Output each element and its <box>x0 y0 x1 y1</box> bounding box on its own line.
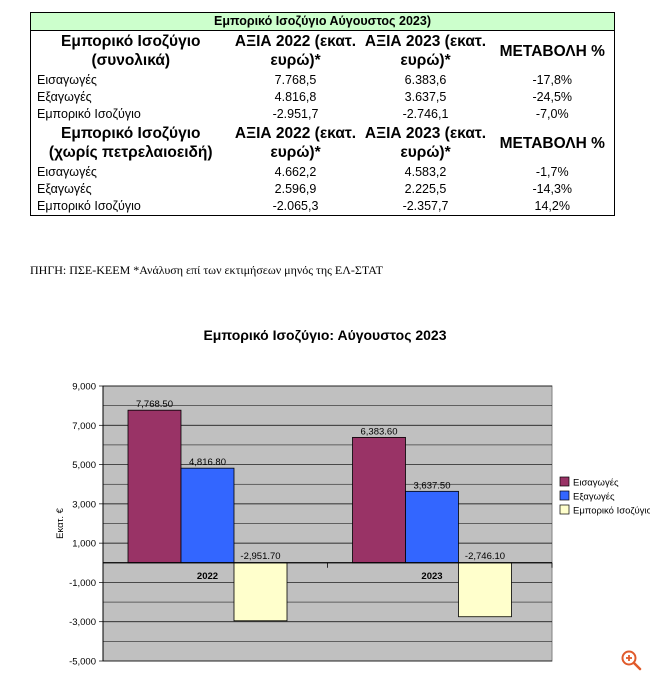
cell-value-2022: -2.951,7 <box>272 107 319 121</box>
data-label: -2,951.70 <box>240 551 280 562</box>
cell-value-2022: -2.065,3 <box>272 199 319 213</box>
bar <box>352 436 406 564</box>
header-value-2023: ΑΞΙΑ 2023 (εκατ. ευρώ)* <box>364 33 487 69</box>
x-tick-label: 2023 <box>421 571 442 582</box>
cell-value-2023: 4.583,2 <box>404 165 447 179</box>
y-tick-label: 9,000 <box>72 382 96 393</box>
row-label: Εμπορικό Ισοζύγιο <box>37 199 141 213</box>
y-tick-label: 1,000 <box>72 539 96 550</box>
row-label: Εισαγωγές <box>37 73 97 87</box>
header-category: Εμπορικό Ισοζύγιο (χωρίς πετρελαιοειδή) <box>48 125 213 161</box>
legend-swatch <box>559 490 570 501</box>
cell-value-2022: 4.816,8 <box>274 90 317 104</box>
bar <box>180 467 235 564</box>
cell-value-2022: 7.768,5 <box>274 73 317 87</box>
data-label: 6,383.60 <box>361 426 398 437</box>
header-change: ΜΕΤΑΒΟΛΗ % <box>499 134 605 152</box>
bar <box>458 562 512 618</box>
row-label: Εισαγωγές <box>37 165 97 179</box>
x-tick-label: 2022 <box>197 571 218 582</box>
y-tick-label: 7,000 <box>72 421 96 432</box>
header-value-2023: ΑΞΙΑ 2023 (εκατ. ευρώ)* <box>364 125 487 161</box>
cell-value-2023: 2.225,5 <box>404 182 447 196</box>
source-note: ΠΗΓΗ: ΠΣΕ-ΚΕΕΜ *Ανάλυση επί των εκτιμήσε… <box>30 263 383 277</box>
data-label: 3,637.50 <box>414 480 451 491</box>
y-axis-label: Εκατ. € <box>55 507 66 538</box>
trade-balance-table: Εμπορικό Ισοζύγιο Αύγουστος 2023) Εμπορι… <box>30 12 615 216</box>
legend-label: Εμπορικό Ισοζύγιο <box>573 506 650 517</box>
legend-label: Εισαγωγές <box>573 478 619 489</box>
zoom-in-icon[interactable] <box>620 649 642 671</box>
cell-value-2023: -2.357,7 <box>402 199 449 213</box>
cell-value-2023: -2.746,1 <box>402 107 449 121</box>
y-tick-label: 5,000 <box>72 460 96 471</box>
cell-change: 14,2% <box>534 199 570 213</box>
table-row: Εμπορικό Ισοζύγιο -2.951,7 -2.746,1 -7,0… <box>31 106 615 123</box>
legend-swatch <box>559 504 570 515</box>
cell-value-2022: 2.596,9 <box>274 182 317 196</box>
trade-balance-table-wrapper: Εμπορικό Ισοζύγιο Αύγουστος 2023) Εμπορι… <box>30 12 615 216</box>
header-category: Εμπορικό Ισοζύγιο (συνολικά) <box>61 33 201 69</box>
row-label: Εμπορικό Ισοζύγιο <box>37 107 141 121</box>
legend-swatch <box>559 476 570 487</box>
bar <box>127 409 182 564</box>
table-row: Εξαγωγές 4.816,8 3.637,5 -24,5% <box>31 89 615 106</box>
cell-change: -14,3% <box>532 182 573 196</box>
table-row: Εμπορικό Ισοζύγιο -2.065,3 -2.357,7 14,2… <box>31 198 615 216</box>
chart-title: Εμπορικό Ισοζύγιο: Αύγουστος 2023 <box>203 327 447 343</box>
row-label: Εξαγωγές <box>37 182 92 196</box>
y-tick-label: -5,000 <box>69 657 96 668</box>
table-row: Εξαγωγές 2.596,9 2.225,5 -14,3% <box>31 181 615 198</box>
table-title: Εμπορικό Ισοζύγιο Αύγουστος 2023) <box>30 12 615 31</box>
cell-change: -1,7% <box>535 165 569 179</box>
table-row: Εισαγωγές 7.768,5 6.383,6 -17,8% <box>31 72 615 89</box>
cell-value-2023: 3.637,5 <box>404 90 447 104</box>
header-value-2022: ΑΞΙΑ 2022 (εκατ. ευρώ)* <box>234 125 357 161</box>
header-change: ΜΕΤΑΒΟΛΗ % <box>499 42 605 60</box>
cell-value-2023: 6.383,6 <box>404 73 447 87</box>
cell-change: -17,8% <box>532 73 573 87</box>
bar <box>405 490 459 564</box>
cell-change: -24,5% <box>532 90 573 104</box>
data-label: 7,768.50 <box>136 399 173 410</box>
header-value-2022: ΑΞΙΑ 2022 (εκατ. ευρώ)* <box>234 33 357 69</box>
table-row: Εισαγωγές 4.662,2 4.583,2 -1,7% <box>31 164 615 181</box>
section2-header-row: Εμπορικό Ισοζύγιο (χωρίς πετρελαιοειδή) … <box>31 123 615 164</box>
cell-value-2022: 4.662,2 <box>274 165 317 179</box>
cell-change: -7,0% <box>535 107 569 121</box>
row-label: Εξαγωγές <box>37 90 92 104</box>
y-tick-label: -1,000 <box>69 578 96 589</box>
data-label: 4,816.80 <box>189 457 226 468</box>
data-label: -2,746.10 <box>465 551 505 562</box>
legend-label: Εξαγωγές <box>573 492 615 503</box>
y-tick-label: -3,000 <box>69 617 96 628</box>
section1-header-row: Εμπορικό Ισοζύγιο (συνολικά) ΑΞΙΑ 2022 (… <box>31 31 615 73</box>
y-tick-label: 3,000 <box>72 499 96 510</box>
bar <box>233 562 288 622</box>
